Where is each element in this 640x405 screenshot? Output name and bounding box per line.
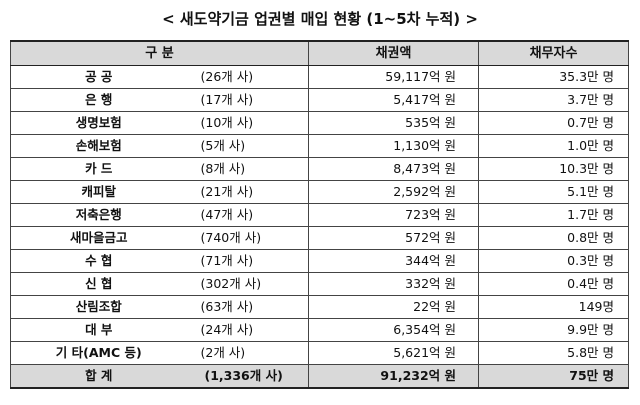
row-amount: 344억 원	[308, 249, 480, 273]
row-company-count: (8개 사)	[186, 157, 310, 181]
row-debtors: 5.8만 명	[478, 341, 630, 365]
total-row: 합 계 (1,336개 사) 91,232억 원 75만 명	[10, 364, 630, 389]
row-debtors: 5.1만 명	[478, 180, 630, 204]
row-amount: 332억 원	[308, 272, 480, 296]
table-row: 생명보험 (10개 사) 535억 원 0.7만 명	[10, 111, 630, 135]
row-debtors: 35.3만 명	[478, 65, 630, 89]
table-row: 저축은행 (47개 사) 723억 원 1.7만 명	[10, 203, 630, 227]
row-debtors: 149명	[478, 295, 630, 319]
row-company-count: (2개 사)	[186, 341, 310, 365]
table-row: 기 타(AMC 등) (2개 사) 5,621억 원 5.8만 명	[10, 341, 630, 365]
row-category: 캐피탈	[10, 180, 187, 204]
row-category: 기 타(AMC 등)	[10, 341, 187, 365]
row-amount: 535억 원	[308, 111, 480, 135]
table-row: 산림조합 (63개 사) 22억 원 149명	[10, 295, 630, 319]
row-amount: 5,621억 원	[308, 341, 480, 365]
row-category: 은 행	[10, 88, 187, 112]
row-company-count: (26개 사)	[186, 65, 310, 89]
row-amount: 572억 원	[308, 226, 480, 250]
total-amount: 91,232억 원	[308, 364, 480, 389]
table-row: 카 드 (8개 사) 8,473억 원 10.3만 명	[10, 157, 630, 181]
row-category: 카 드	[10, 157, 187, 181]
total-count: (1,336개 사)	[186, 364, 310, 389]
row-debtors: 0.7만 명	[478, 111, 630, 135]
table-row: 캐피탈 (21개 사) 2,592억 원 5.1만 명	[10, 180, 630, 204]
table-row: 신 협 (302개 사) 332억 원 0.4만 명	[10, 272, 630, 296]
row-amount: 723억 원	[308, 203, 480, 227]
row-debtors: 10.3만 명	[478, 157, 630, 181]
row-company-count: (21개 사)	[186, 180, 310, 204]
row-debtors: 3.7만 명	[478, 88, 630, 112]
row-amount: 22억 원	[308, 295, 480, 319]
row-category: 대 부	[10, 318, 187, 342]
table-row: 새마을금고 (740개 사) 572억 원 0.8만 명	[10, 226, 630, 250]
row-debtors: 0.3만 명	[478, 249, 630, 273]
row-amount: 8,473억 원	[308, 157, 480, 181]
row-amount: 59,117억 원	[308, 65, 480, 89]
row-company-count: (71개 사)	[186, 249, 310, 273]
row-category: 수 협	[10, 249, 187, 273]
row-category: 공 공	[10, 65, 187, 89]
table-row: 수 협 (71개 사) 344억 원 0.3만 명	[10, 249, 630, 273]
row-company-count: (24개 사)	[186, 318, 310, 342]
table-row: 공 공 (26개 사) 59,117억 원 35.3만 명	[10, 65, 630, 89]
row-amount: 1,130억 원	[308, 134, 480, 158]
row-amount: 6,354억 원	[308, 318, 480, 342]
header-debtors: 채무자수	[478, 40, 630, 66]
header-category: 구 분	[9, 40, 310, 66]
row-category: 신 협	[10, 272, 187, 296]
row-company-count: (63개 사)	[186, 295, 310, 319]
row-company-count: (740개 사)	[186, 226, 310, 250]
row-debtors: 1.7만 명	[478, 203, 630, 227]
row-amount: 2,592억 원	[308, 180, 480, 204]
header-row: 구 분 채권액 채무자수	[9, 40, 630, 66]
row-debtors: 0.8만 명	[478, 226, 630, 250]
row-debtors: 1.0만 명	[478, 134, 630, 158]
row-category: 저축은행	[10, 203, 187, 227]
table-title: < 새도약기금 업권별 매입 현황 (1~5차 누적) >	[162, 10, 478, 28]
row-category: 새마을금고	[10, 226, 187, 250]
total-debtors: 75만 명	[478, 364, 630, 389]
row-debtors: 9.9만 명	[478, 318, 630, 342]
table-row: 은 행 (17개 사) 5,417억 원 3.7만 명	[10, 88, 630, 112]
row-company-count: (302개 사)	[186, 272, 310, 296]
row-debtors: 0.4만 명	[478, 272, 630, 296]
header-amount: 채권액	[308, 40, 480, 66]
table-row: 대 부 (24개 사) 6,354억 원 9.9만 명	[10, 318, 630, 342]
row-company-count: (47개 사)	[186, 203, 310, 227]
row-category: 손해보험	[10, 134, 187, 158]
row-company-count: (10개 사)	[186, 111, 310, 135]
row-category: 생명보험	[10, 111, 187, 135]
row-company-count: (5개 사)	[186, 134, 310, 158]
row-amount: 5,417억 원	[308, 88, 480, 112]
row-category: 산림조합	[10, 295, 187, 319]
table-row: 손해보험 (5개 사) 1,130억 원 1.0만 명	[10, 134, 630, 158]
total-label: 합 계	[10, 364, 187, 389]
row-company-count: (17개 사)	[186, 88, 310, 112]
